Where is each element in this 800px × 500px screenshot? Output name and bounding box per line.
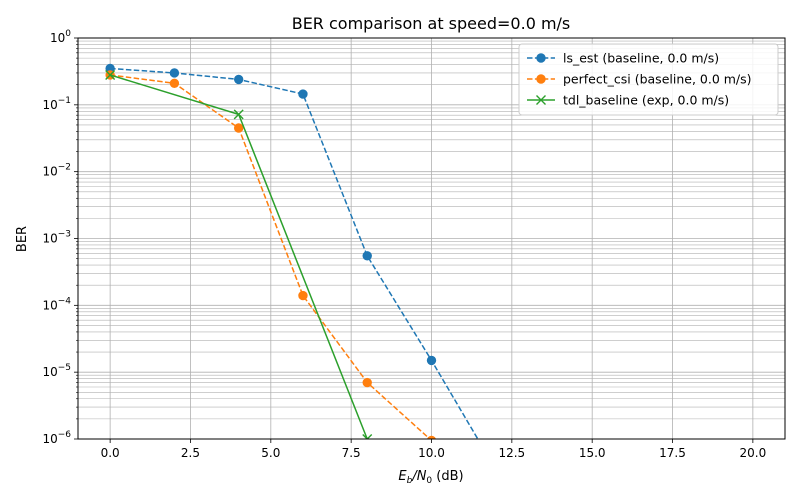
data-point (362, 434, 373, 439)
series-line (110, 67, 479, 439)
legend-box (518, 43, 779, 116)
y-tick-label: 10−2 (42, 163, 71, 179)
data-point (362, 251, 372, 261)
data-point (298, 290, 308, 301)
data-point (233, 74, 244, 85)
y-tick-label: 10−3 (42, 230, 71, 246)
data-point (362, 377, 372, 388)
x-axis-ticks: 0.0 2.5 5.0 7.5 10.0 12.5 15.0 17.5 20.0 (101, 439, 767, 460)
y-tick-label: 10−5 (42, 363, 71, 379)
data-point (169, 78, 180, 88)
y-axis-label: BER (15, 226, 30, 252)
series-line (110, 74, 431, 439)
legend-label: ls_est (baseline, 0.0 m/s) (563, 51, 719, 66)
series-group (105, 63, 500, 473)
x-tick-label: 20.0 (740, 446, 767, 460)
series-layer (105, 63, 500, 473)
data-point (233, 109, 244, 120)
x-tick-label: 12.5 (498, 446, 525, 460)
legend-item: ls_est (baseline, 0.0 m/s) (527, 51, 719, 66)
data-point (426, 355, 437, 366)
data-point (536, 95, 546, 105)
grid-lines (78, 37, 785, 440)
data-point (233, 123, 244, 133)
legend-item: perfect_csi (baseline, 0.0 m/s) (527, 72, 752, 87)
x-tick-label: 17.5 (659, 446, 686, 460)
x-tick-label: 10.0 (418, 446, 445, 460)
y-axis-ticks: 10−6 10−5 10−4 10−3 10−2 10−1 100 (42, 29, 78, 446)
data-point (492, 465, 500, 473)
chart-title: BER comparison at speed=0.0 m/s (292, 14, 571, 33)
legend-label: perfect_csi (baseline, 0.0 m/s) (563, 72, 752, 87)
x-tick-label: 0.0 (101, 446, 120, 460)
y-tick-label: 10−1 (42, 96, 71, 112)
x-axis-label: Eb/N0 (dB) (398, 469, 463, 486)
legend: ls_est (baseline, 0.0 m/s) perfect_csi (b… (518, 43, 779, 116)
legend-label: tdl_baseline (exp, 0.0 m/s) (563, 93, 729, 108)
legend-item: tdl_baseline (exp, 0.0 m/s) (527, 93, 729, 108)
data-point (536, 53, 546, 63)
x-tick-label: 15.0 (579, 446, 606, 460)
data-point (536, 74, 546, 84)
series-group (105, 69, 373, 439)
y-tick-label: 10−4 (42, 296, 71, 312)
x-tick-label: 5.0 (261, 446, 280, 460)
x-tick-label: 2.5 (181, 446, 200, 460)
x-tick-label: 7.5 (342, 446, 361, 460)
y-tick-label: 100 (50, 29, 71, 45)
data-point (298, 89, 308, 99)
data-point (427, 435, 436, 439)
y-tick-label: 10−6 (42, 430, 71, 446)
data-point (105, 69, 116, 80)
data-point (169, 68, 180, 78)
